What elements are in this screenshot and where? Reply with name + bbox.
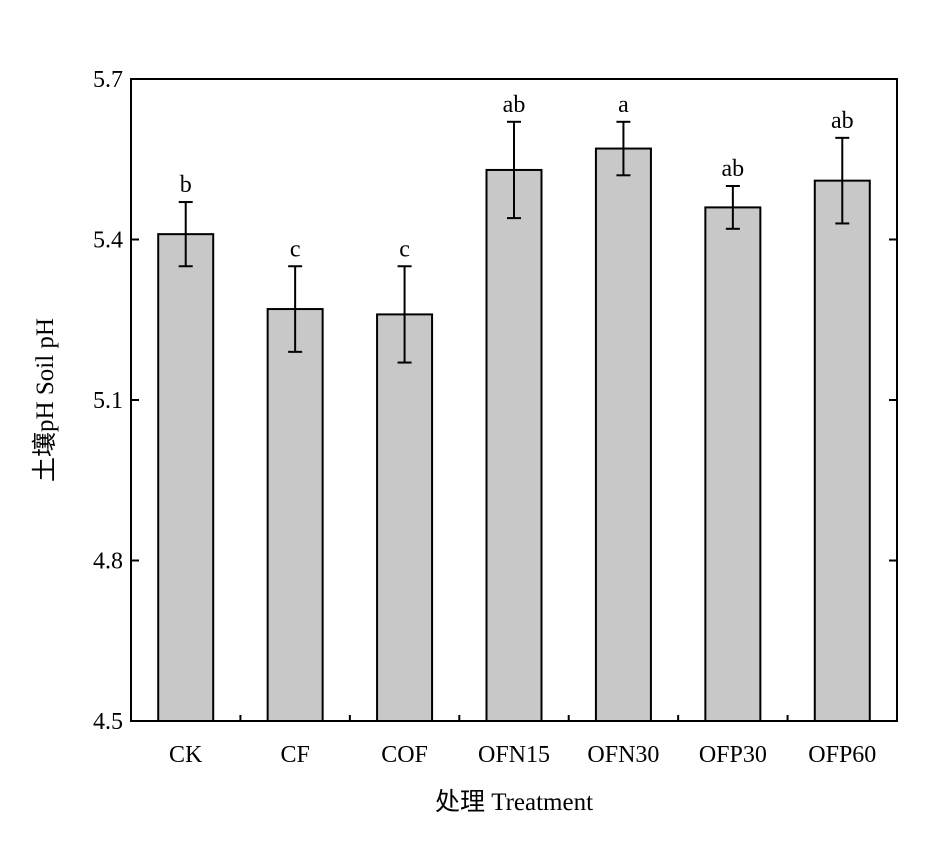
significance-label: c	[290, 236, 301, 262]
x-tick-label: OFP60	[808, 742, 876, 768]
y-axis-title: 土壤pH Soil pH	[31, 318, 59, 482]
bar	[376, 313, 434, 722]
y-tick-label: 4.8	[93, 549, 123, 575]
bar	[594, 147, 652, 723]
bar	[813, 179, 871, 722]
error-bars-group	[178, 120, 850, 364]
y-tick-label: 5.7	[93, 67, 123, 93]
x-tick-label: OFN30	[587, 742, 659, 768]
bar	[157, 233, 215, 722]
bar	[485, 168, 543, 722]
y-tick-label: 4.5	[93, 709, 123, 735]
significance-label: b	[180, 172, 192, 198]
bars-group	[157, 147, 871, 723]
x-tick-label: OFP30	[699, 742, 767, 768]
x-axis-ticks: CK CF COF OFN15 OFN30 OFP30 OFP60	[169, 715, 876, 768]
x-tick-label: CF	[280, 742, 309, 768]
y-axis-ticks: 4.5 4.8 5.1 5.4 5.7	[93, 67, 897, 735]
significance-label: ab	[831, 108, 854, 134]
significance-label: a	[618, 92, 629, 118]
x-tick-label: OFN15	[478, 742, 550, 768]
significance-label: ab	[503, 92, 526, 118]
significance-label: ab	[722, 156, 745, 182]
x-tick-label: CK	[169, 742, 203, 768]
x-axis-title: 处理 Treatment	[435, 788, 593, 816]
bar	[266, 308, 324, 722]
bar	[704, 206, 762, 722]
significance-labels-group: b c c ab a ab ab	[180, 92, 854, 262]
y-tick-label: 5.1	[93, 388, 123, 414]
y-tick-label: 5.4	[93, 228, 123, 254]
x-tick-label: COF	[381, 742, 428, 768]
significance-label: c	[399, 236, 410, 262]
